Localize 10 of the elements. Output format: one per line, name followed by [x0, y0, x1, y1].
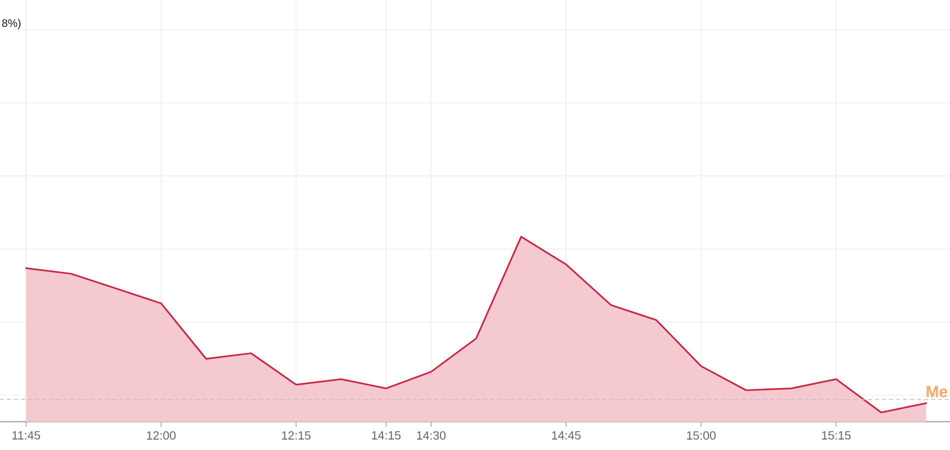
x-tick-label: 12:15	[282, 431, 311, 440]
chart-title: 8%)	[2, 18, 20, 30]
x-tick-label: 12:00	[147, 431, 176, 440]
ref-line-label: Me	[926, 386, 948, 398]
x-tick-label: 15:15	[822, 431, 851, 440]
x-tick-label: 14:15	[372, 431, 401, 440]
x-tick-label: 15:00	[687, 431, 716, 440]
x-tick-label: 14:45	[552, 431, 581, 440]
x-tick-label: 14:30	[417, 431, 446, 440]
x-tick-label: 11:45	[12, 431, 40, 440]
